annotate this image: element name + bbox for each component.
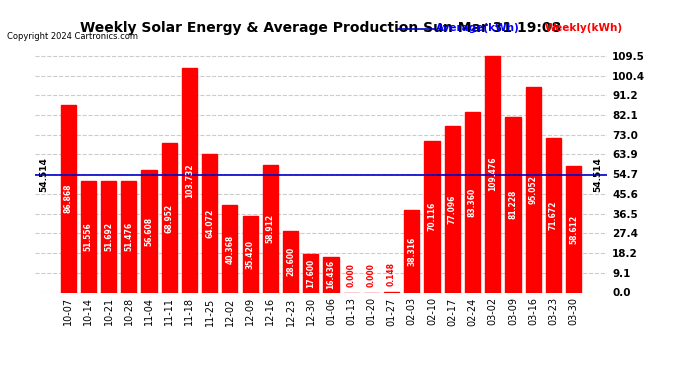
Bar <box>526 87 541 292</box>
Text: 0.000: 0.000 <box>367 263 376 287</box>
Text: 54.514: 54.514 <box>593 157 602 192</box>
Text: 83.360: 83.360 <box>468 188 477 217</box>
Text: 54.514: 54.514 <box>39 157 48 192</box>
Text: 81.228: 81.228 <box>509 190 518 219</box>
Text: 51.476: 51.476 <box>124 222 133 252</box>
Bar <box>263 165 278 292</box>
Text: 40.368: 40.368 <box>226 234 235 264</box>
Text: 95.052: 95.052 <box>529 176 538 204</box>
Bar <box>444 126 460 292</box>
Bar <box>101 181 116 292</box>
Bar <box>161 144 177 292</box>
Text: 0.000: 0.000 <box>346 263 355 287</box>
Text: Average(kWh): Average(kWh) <box>436 23 520 33</box>
Text: 17.600: 17.600 <box>306 259 315 288</box>
Text: 64.072: 64.072 <box>205 209 214 238</box>
Text: 16.436: 16.436 <box>326 260 335 289</box>
Text: 0.148: 0.148 <box>387 262 396 286</box>
Bar <box>566 166 581 292</box>
Bar <box>505 117 520 292</box>
Text: 103.732: 103.732 <box>185 163 194 198</box>
Bar <box>404 210 420 292</box>
Bar <box>283 231 298 292</box>
Text: 71.672: 71.672 <box>549 200 558 230</box>
Bar <box>424 141 440 292</box>
Bar <box>182 68 197 292</box>
Bar <box>546 138 561 292</box>
Bar <box>485 56 500 292</box>
Bar <box>81 181 96 292</box>
Text: 58.912: 58.912 <box>266 214 275 243</box>
Text: 109.476: 109.476 <box>489 157 497 192</box>
Title: Weekly Solar Energy & Average Production Sun Mar 31 19:08: Weekly Solar Energy & Average Production… <box>80 21 562 35</box>
Text: Copyright 2024 Cartronics.com: Copyright 2024 Cartronics.com <box>7 32 138 41</box>
Bar <box>465 112 480 292</box>
Bar <box>324 257 339 292</box>
Bar <box>303 255 318 292</box>
Text: Weekly(kWh): Weekly(kWh) <box>545 23 623 33</box>
Text: 28.600: 28.600 <box>286 247 295 276</box>
Text: 56.608: 56.608 <box>144 217 153 246</box>
Text: 77.096: 77.096 <box>448 195 457 224</box>
Text: 51.556: 51.556 <box>83 222 93 251</box>
Text: 86.868: 86.868 <box>63 184 72 213</box>
Bar <box>202 154 217 292</box>
Bar <box>222 205 237 292</box>
Text: 68.952: 68.952 <box>165 203 174 232</box>
Text: 70.116: 70.116 <box>428 202 437 231</box>
Bar <box>61 105 76 292</box>
Text: 51.692: 51.692 <box>104 222 113 251</box>
Bar <box>242 216 257 292</box>
Text: 35.420: 35.420 <box>246 240 255 269</box>
Bar <box>141 170 157 292</box>
Text: 38.316: 38.316 <box>407 237 416 266</box>
Bar <box>121 181 137 292</box>
Text: 58.612: 58.612 <box>569 214 578 244</box>
